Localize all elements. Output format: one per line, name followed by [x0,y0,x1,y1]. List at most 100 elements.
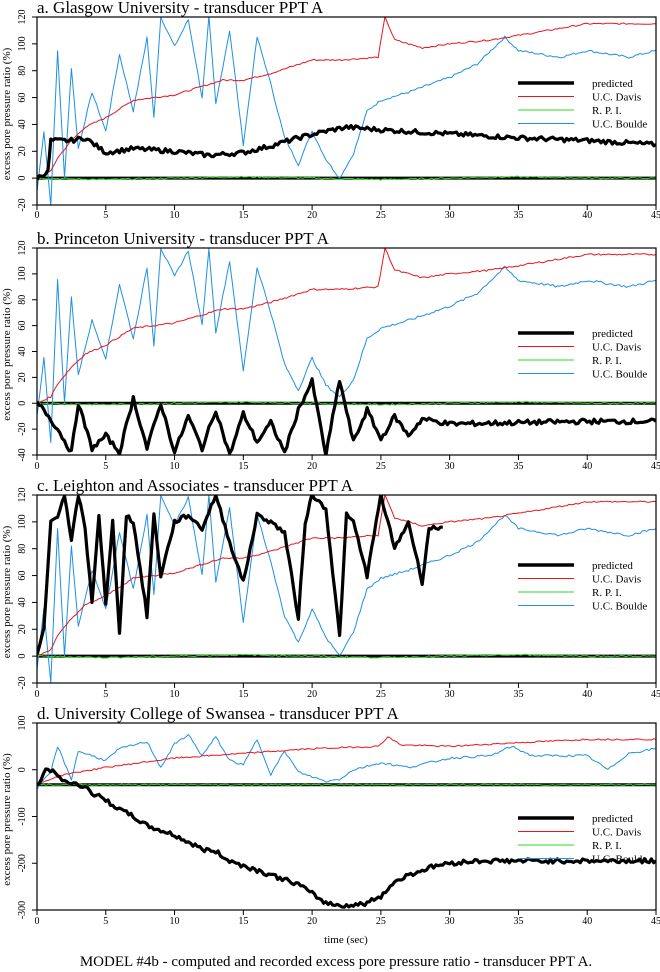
x-tick-label: 15 [238,689,248,700]
x-tick-label: 20 [307,461,317,472]
x-tick-label: 25 [376,461,386,472]
x-tick-label: 10 [170,916,180,927]
y-tick-label: 20 [17,146,28,156]
legend-label: R. P. I. [592,587,622,599]
series-predicted [37,767,656,909]
x-tick-label: 0 [35,916,40,927]
y-tick-label: 100 [17,266,28,281]
series-predicted [37,377,656,455]
plot-frame [36,16,657,206]
x-tick-label: 30 [445,689,455,700]
series-r-p-i [37,175,656,181]
y-axis-label: excess pore pressure ratio (%) [1,753,13,886]
x-tick-label: 25 [376,916,386,927]
legend-label: predicted [592,328,633,340]
x-tick-label: 35 [513,916,523,927]
x-tick-label: 35 [513,689,523,700]
series-u-c-davis [37,736,656,785]
y-axis-label: excess pore pressure ratio (%) [1,525,13,658]
x-tick-label: 45 [651,210,660,221]
y-tick-label: 60 [17,321,28,331]
y-tick-label: 0 [17,767,28,772]
x-tick-label: 10 [170,689,180,700]
x-tick-label: 25 [376,689,386,700]
x-tick-label: 5 [103,210,108,221]
x-tick-label: 10 [170,461,180,472]
series-u-c-boulder [37,495,656,683]
y-tick-label: -40 [17,448,28,461]
legend-label: predicted [592,813,633,825]
series-u-c-boulder [37,734,656,790]
legend-label: U.C. Boulde [592,119,647,131]
panel-title: c. Leighton and Associates - transducer … [37,476,354,495]
x-tick-label: 20 [307,689,317,700]
chart-panel-c: c. Leighton and Associates - transducer … [1,476,660,700]
y-tick-label: 120 [17,241,28,256]
y-tick-label: 120 [17,10,28,25]
y-tick-label: 40 [17,347,28,357]
series-u-c-boulder [37,248,656,444]
x-tick-label: 25 [376,210,386,221]
y-tick-label: -200 [17,854,28,872]
series-u-c-davis [37,17,656,179]
series-predicted [37,495,443,655]
x-tick-label: 10 [170,210,180,221]
y-axis-label: excess pore pressure ratio (%) [1,47,13,180]
x-tick-label: 40 [582,461,592,472]
legend-label: U.C. Davis [592,92,641,104]
legend-label: U.C. Davis [592,574,641,586]
x-tick-label: 15 [238,916,248,927]
y-tick-label: 100 [17,716,28,731]
legend-label: U.C. Davis [592,827,641,839]
y-tick-label: 40 [17,119,28,129]
y-tick-label: -300 [17,901,28,919]
x-tick-label: 45 [651,461,660,472]
y-tick-label: 40 [17,597,28,607]
x-tick-label: 15 [238,210,248,221]
y-tick-label: 80 [17,544,28,554]
y-tick-label: 20 [17,372,28,382]
y-tick-label: 100 [17,36,28,51]
y-tick-label: 80 [17,295,28,305]
legend-label: R. P. I. [592,105,622,117]
figure-caption: MODEL #4b - computed and recorded excess… [80,954,592,970]
x-tick-label: 5 [103,689,108,700]
x-tick-label: 40 [582,916,592,927]
plot-frame [36,494,657,684]
legend-label: U.C. Boulde [592,854,647,866]
panel-title: d. University College of Swansea - trans… [37,704,400,723]
x-tick-label: 20 [307,916,317,927]
x-tick-label: 45 [651,689,660,700]
legend-label: predicted [592,78,633,90]
y-tick-label: 0 [17,401,28,406]
legend-label: predicted [592,560,633,572]
legend-label: R. P. I. [592,355,622,367]
x-tick-label: 40 [582,210,592,221]
y-tick-label: 0 [17,176,28,181]
x-tick-label: 45 [651,916,660,927]
legend-label: U.C. Davis [592,342,641,354]
legend-label: U.C. Boulde [592,369,647,381]
x-tick-label: 20 [307,210,317,221]
x-tick-label: 40 [582,689,592,700]
y-tick-label: 60 [17,93,28,103]
x-tick-label: 30 [445,210,455,221]
series-u-c-davis [37,248,656,404]
x-tick-label: 0 [35,689,40,700]
x-tick-label: 35 [513,461,523,472]
y-tick-label: 20 [17,624,28,634]
legend-label: R. P. I. [592,840,622,852]
chart-panel-d: d. University College of Swansea - trans… [1,704,660,927]
y-tick-label: 0 [17,654,28,659]
y-tick-label: 60 [17,571,28,581]
x-axis-label: time (sec) [324,934,368,946]
series-predicted [37,124,656,181]
chart-panel-a: a. Glasgow University - transducer PPT A… [1,0,660,221]
y-axis-label: excess pore pressure ratio (%) [1,288,13,421]
y-tick-label: -100 [17,807,28,825]
